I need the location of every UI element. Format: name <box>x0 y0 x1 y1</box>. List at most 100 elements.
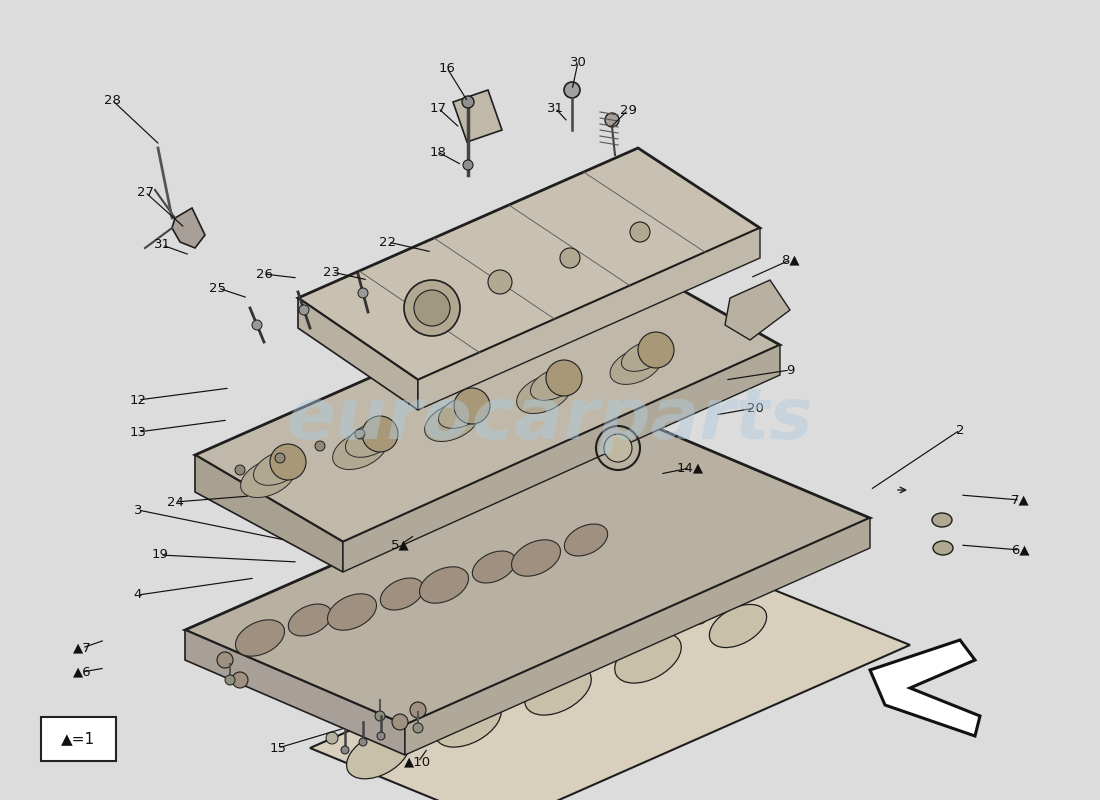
Text: 6▲: 6▲ <box>1011 543 1030 557</box>
Ellipse shape <box>346 731 409 779</box>
Polygon shape <box>195 455 343 572</box>
Text: 24: 24 <box>166 495 184 509</box>
Circle shape <box>419 704 431 716</box>
Circle shape <box>315 441 324 451</box>
Text: 15: 15 <box>270 742 286 754</box>
Circle shape <box>546 360 582 396</box>
Ellipse shape <box>328 594 376 630</box>
Circle shape <box>488 270 512 294</box>
Circle shape <box>235 465 245 475</box>
Text: ▲=1: ▲=1 <box>62 731 96 746</box>
Circle shape <box>638 332 674 368</box>
Circle shape <box>462 96 474 108</box>
Circle shape <box>606 640 618 652</box>
Circle shape <box>275 453 285 463</box>
Text: 5▲: 5▲ <box>390 538 409 551</box>
Circle shape <box>341 746 349 754</box>
Circle shape <box>605 113 619 127</box>
Text: 23: 23 <box>323 266 341 278</box>
Text: 12: 12 <box>130 394 146 406</box>
Ellipse shape <box>525 665 592 715</box>
Circle shape <box>232 672 248 688</box>
Ellipse shape <box>419 567 469 603</box>
Circle shape <box>560 248 580 268</box>
Text: ▲10: ▲10 <box>405 755 431 769</box>
Text: 20: 20 <box>747 402 763 414</box>
Text: 17: 17 <box>429 102 447 114</box>
Circle shape <box>299 305 309 315</box>
Text: 14▲: 14▲ <box>676 462 704 474</box>
Polygon shape <box>870 640 980 736</box>
Circle shape <box>375 711 385 721</box>
Circle shape <box>270 444 306 480</box>
Circle shape <box>217 652 233 668</box>
Ellipse shape <box>288 604 332 636</box>
Ellipse shape <box>241 458 296 498</box>
Text: 7▲: 7▲ <box>1011 494 1030 506</box>
Ellipse shape <box>932 513 952 527</box>
Text: 30: 30 <box>570 55 586 69</box>
Text: 4: 4 <box>134 589 142 602</box>
Ellipse shape <box>345 422 395 458</box>
Polygon shape <box>185 425 870 725</box>
Circle shape <box>454 388 490 424</box>
Polygon shape <box>298 148 760 380</box>
Circle shape <box>410 702 426 718</box>
Circle shape <box>359 738 367 746</box>
Text: eurocarparts: eurocarparts <box>287 386 813 454</box>
Circle shape <box>412 723 424 733</box>
Ellipse shape <box>439 396 485 428</box>
Text: 26: 26 <box>255 267 273 281</box>
Circle shape <box>630 222 650 242</box>
Polygon shape <box>185 630 405 755</box>
Text: 28: 28 <box>103 94 120 106</box>
Ellipse shape <box>564 524 607 556</box>
Text: ▲6: ▲6 <box>73 666 91 678</box>
Text: ▲7: ▲7 <box>73 642 91 654</box>
Text: 27: 27 <box>136 186 154 198</box>
Text: 18: 18 <box>430 146 447 158</box>
Polygon shape <box>195 262 780 542</box>
Circle shape <box>564 82 580 98</box>
Ellipse shape <box>517 374 571 414</box>
Ellipse shape <box>472 551 516 583</box>
Circle shape <box>463 160 473 170</box>
Ellipse shape <box>425 402 480 442</box>
Circle shape <box>252 320 262 330</box>
Ellipse shape <box>621 341 667 371</box>
Circle shape <box>355 429 365 439</box>
Circle shape <box>362 416 398 452</box>
Text: 13: 13 <box>130 426 146 438</box>
Ellipse shape <box>710 605 767 647</box>
Polygon shape <box>310 568 910 800</box>
Polygon shape <box>343 345 780 572</box>
Circle shape <box>604 434 632 462</box>
Circle shape <box>392 714 408 730</box>
Text: 16: 16 <box>439 62 455 74</box>
Ellipse shape <box>332 430 387 470</box>
Circle shape <box>377 732 385 740</box>
Text: 2: 2 <box>956 423 965 437</box>
Circle shape <box>326 732 338 744</box>
Text: 29: 29 <box>619 103 637 117</box>
Ellipse shape <box>610 347 662 385</box>
Circle shape <box>694 612 706 624</box>
Circle shape <box>414 290 450 326</box>
Ellipse shape <box>381 578 424 610</box>
Polygon shape <box>725 280 790 340</box>
Text: 31: 31 <box>154 238 170 251</box>
Circle shape <box>512 672 524 684</box>
Circle shape <box>358 288 368 298</box>
Text: 31: 31 <box>547 102 563 114</box>
Text: 22: 22 <box>379 235 396 249</box>
Circle shape <box>404 280 460 336</box>
Text: 25: 25 <box>209 282 227 294</box>
Ellipse shape <box>235 620 285 656</box>
Ellipse shape <box>933 541 953 555</box>
Text: 9: 9 <box>785 363 794 377</box>
Ellipse shape <box>512 540 561 576</box>
Polygon shape <box>172 208 205 248</box>
Text: 3: 3 <box>134 503 142 517</box>
Ellipse shape <box>530 368 578 400</box>
Polygon shape <box>418 228 760 410</box>
